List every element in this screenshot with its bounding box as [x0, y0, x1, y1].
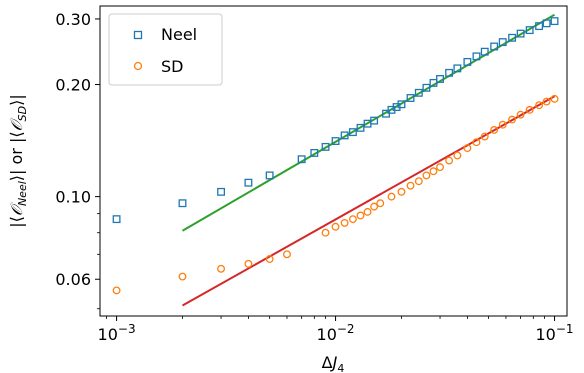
- neel-point: [112, 215, 121, 224]
- sd-point: [525, 105, 534, 114]
- neel-point: [542, 19, 551, 28]
- neel-point: [244, 178, 253, 187]
- neel-point: [436, 75, 444, 83]
- y-tick-label: 0.30: [55, 10, 91, 29]
- legend: Neel SD: [108, 13, 223, 86]
- sd-point: [340, 218, 349, 227]
- sd-point: [356, 211, 365, 220]
- sd-point: [436, 163, 444, 172]
- neel-point: [463, 57, 472, 66]
- neel-point: [414, 88, 423, 97]
- neel-point: [490, 42, 499, 51]
- legend-sd-label: SD: [161, 57, 183, 76]
- neel-point: [516, 29, 525, 38]
- neel-point: [397, 100, 406, 109]
- sd-point: [414, 177, 423, 186]
- fit-lines: [181, 13, 556, 307]
- fit-line-1: [182, 95, 556, 307]
- neel-point: [348, 128, 357, 137]
- neel-point: [370, 116, 379, 125]
- neel-point: [406, 94, 415, 102]
- neel-point: [331, 137, 340, 146]
- x-axis-label: ΔJ4: [322, 353, 345, 373]
- neel-point: [525, 26, 534, 35]
- neel-point: [508, 33, 517, 42]
- sd-point: [363, 207, 372, 216]
- neel-point: [310, 149, 319, 157]
- sd-point: [178, 272, 187, 281]
- x-tick-label: 10−2: [317, 322, 355, 344]
- sd-point: [397, 187, 406, 196]
- sd-point: [445, 156, 454, 165]
- y-axis-label: |⟨𝒪Neel⟩| or |⟨𝒪SD⟩|: [7, 94, 29, 228]
- y-axis: 0.06 0.10 0.20 0.30: [55, 10, 100, 310]
- neel-point: [480, 47, 489, 56]
- fit-line-0: [181, 13, 556, 232]
- plot-frame: [99, 5, 568, 317]
- sd-point: [429, 167, 438, 176]
- sd-point: [480, 132, 489, 141]
- legend-neel-label: Neel: [161, 25, 197, 44]
- neel-point: [445, 68, 454, 77]
- sd-point: [321, 228, 330, 237]
- legend-neel-marker: [133, 30, 143, 40]
- sd-point: [283, 250, 291, 259]
- sd-point: [265, 255, 274, 263]
- neel-point: [535, 22, 544, 31]
- sd-point: [331, 222, 340, 231]
- sd-point: [516, 110, 525, 119]
- x-tick-label: 10−1: [536, 322, 574, 344]
- neel-point: [178, 199, 187, 208]
- x-tick-label: 10−3: [98, 322, 136, 344]
- neel-point: [356, 123, 365, 132]
- sd-point: [490, 126, 499, 134]
- sd-point: [422, 171, 431, 180]
- neel-point: [453, 64, 462, 73]
- sd-point: [406, 181, 415, 190]
- neel-point: [340, 131, 349, 140]
- y-tick-label: 0.10: [55, 188, 91, 207]
- sd-point: [387, 192, 396, 201]
- sd-point: [542, 97, 551, 106]
- sd-point: [453, 151, 462, 160]
- sd-point: [508, 115, 517, 124]
- neel-point: [217, 187, 226, 196]
- sd-point: [535, 101, 544, 110]
- y-tick-label: 0.06: [55, 270, 91, 289]
- y-tick-label: 0.20: [55, 76, 91, 95]
- sd-point: [472, 138, 481, 147]
- sd-point: [217, 264, 226, 273]
- neel-point: [321, 142, 330, 151]
- sd-point: [550, 94, 559, 103]
- x-axis: 10−3 10−2 10−1: [98, 316, 574, 344]
- legend-sd-marker: [133, 61, 143, 71]
- neel-point: [429, 78, 438, 87]
- neel-point: [498, 38, 507, 47]
- neel-point: [550, 17, 559, 26]
- data-markers: [112, 17, 559, 295]
- sd-point: [376, 199, 385, 208]
- sd-point: [112, 286, 121, 295]
- sd-point: [348, 215, 357, 224]
- neel-point: [297, 155, 306, 164]
- neel-point: [422, 83, 431, 92]
- sd-point: [463, 144, 472, 153]
- neel-point: [265, 171, 274, 180]
- sd-point: [370, 202, 379, 211]
- sd-point: [244, 259, 253, 268]
- neel-point: [472, 52, 481, 61]
- sd-point: [498, 120, 507, 129]
